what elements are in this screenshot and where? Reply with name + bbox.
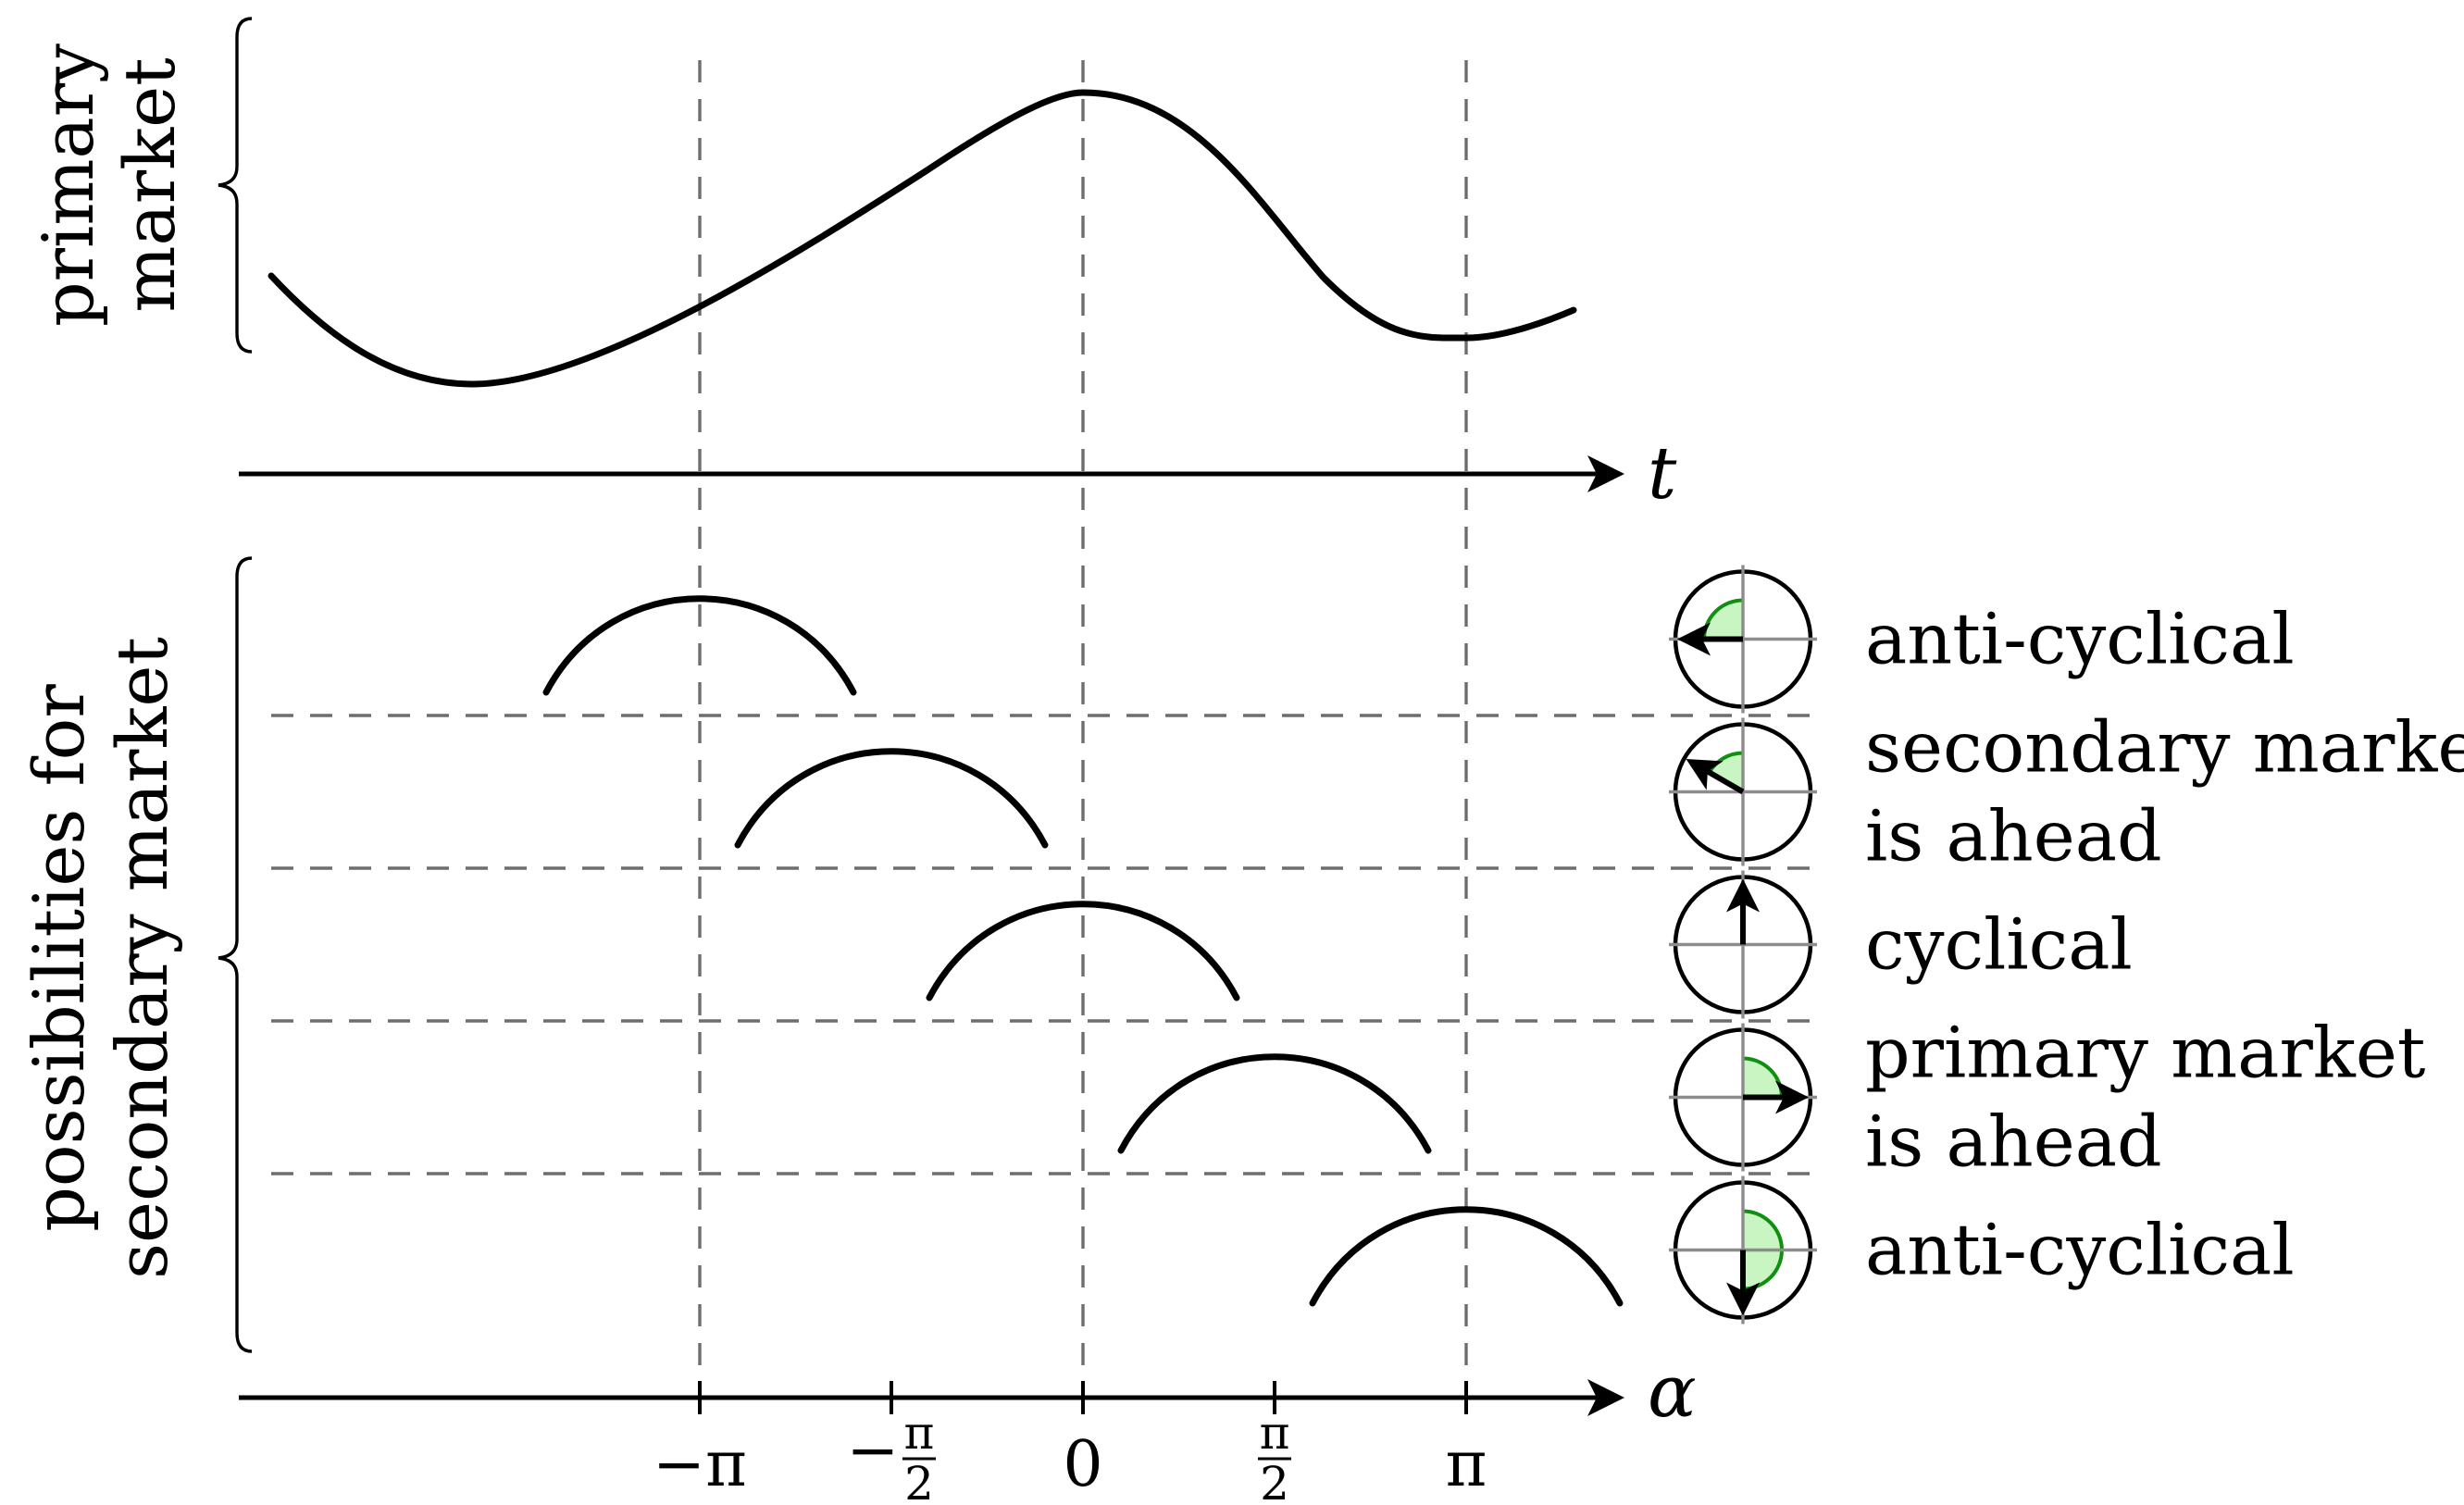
alpha-tick-fraction: π2 — [1258, 1406, 1292, 1505]
row-separator-lines — [271, 714, 1814, 1175]
primary-market-brace — [218, 17, 253, 354]
secondary-market-brace — [218, 556, 253, 1353]
row-label-line: primary market — [1865, 1012, 2425, 1094]
alpha-tick-label: −π — [653, 1428, 747, 1501]
alpha-tick-denominator: 2 — [1260, 1457, 1289, 1505]
alpha-tick-numerator: π — [904, 1406, 935, 1460]
secondary-market-label-line2: secondary market — [101, 637, 183, 1279]
phase-dial — [1669, 1023, 1817, 1172]
row-label-line: anti-cyclical — [1865, 598, 2295, 680]
alpha-tick-label: π — [1446, 1428, 1487, 1501]
alpha-axis-label: α — [1648, 1350, 1697, 1434]
secondary-market-curve — [734, 748, 1049, 849]
secondary-market-label-line1: possibilities for — [18, 684, 100, 1232]
alpha-tick-label: 0 — [1063, 1428, 1102, 1501]
row-label-line: secondary market — [1865, 706, 2464, 789]
primary-market-label-line1: primary — [27, 44, 109, 327]
alpha-tick-fraction: − π2 — [847, 1406, 936, 1505]
phase-dials — [1669, 565, 1817, 1325]
alpha-tick-numerator: π — [1260, 1406, 1290, 1460]
row-label-line: anti-cyclical — [1865, 1209, 2295, 1291]
secondary-market-curves — [542, 595, 1624, 1307]
primary-market-curve — [268, 89, 1577, 388]
secondary-market-curve — [542, 595, 857, 696]
phase-dial — [1669, 717, 1817, 866]
dial-phase-arrow — [1686, 758, 1745, 795]
row-label-line: cyclical — [1865, 903, 2133, 986]
alpha-axis-ticks: −π − π2 0 π2 π — [653, 1381, 1487, 1505]
row-label-line: is ahead — [1865, 1101, 2162, 1183]
phase-dial — [1669, 1175, 1817, 1325]
secondary-market-curve — [926, 901, 1240, 1001]
vertical-guide-lines — [698, 60, 1468, 1388]
dial-phase-sector — [1743, 1058, 1782, 1098]
dial-phase-sector — [1704, 600, 1743, 640]
alpha-tick-denominator: 2 — [904, 1457, 934, 1505]
secondary-market-curve — [1309, 1206, 1624, 1307]
phase-dial — [1669, 565, 1817, 714]
phase-dial — [1669, 870, 1817, 1019]
alpha-tick-sign: − — [847, 1414, 900, 1487]
secondary-market-curve — [1117, 1053, 1432, 1154]
t-axis-label: t — [1648, 432, 1677, 516]
primary-market-label-line2: market — [108, 57, 191, 312]
row-label-line: is ahead — [1865, 795, 2162, 877]
